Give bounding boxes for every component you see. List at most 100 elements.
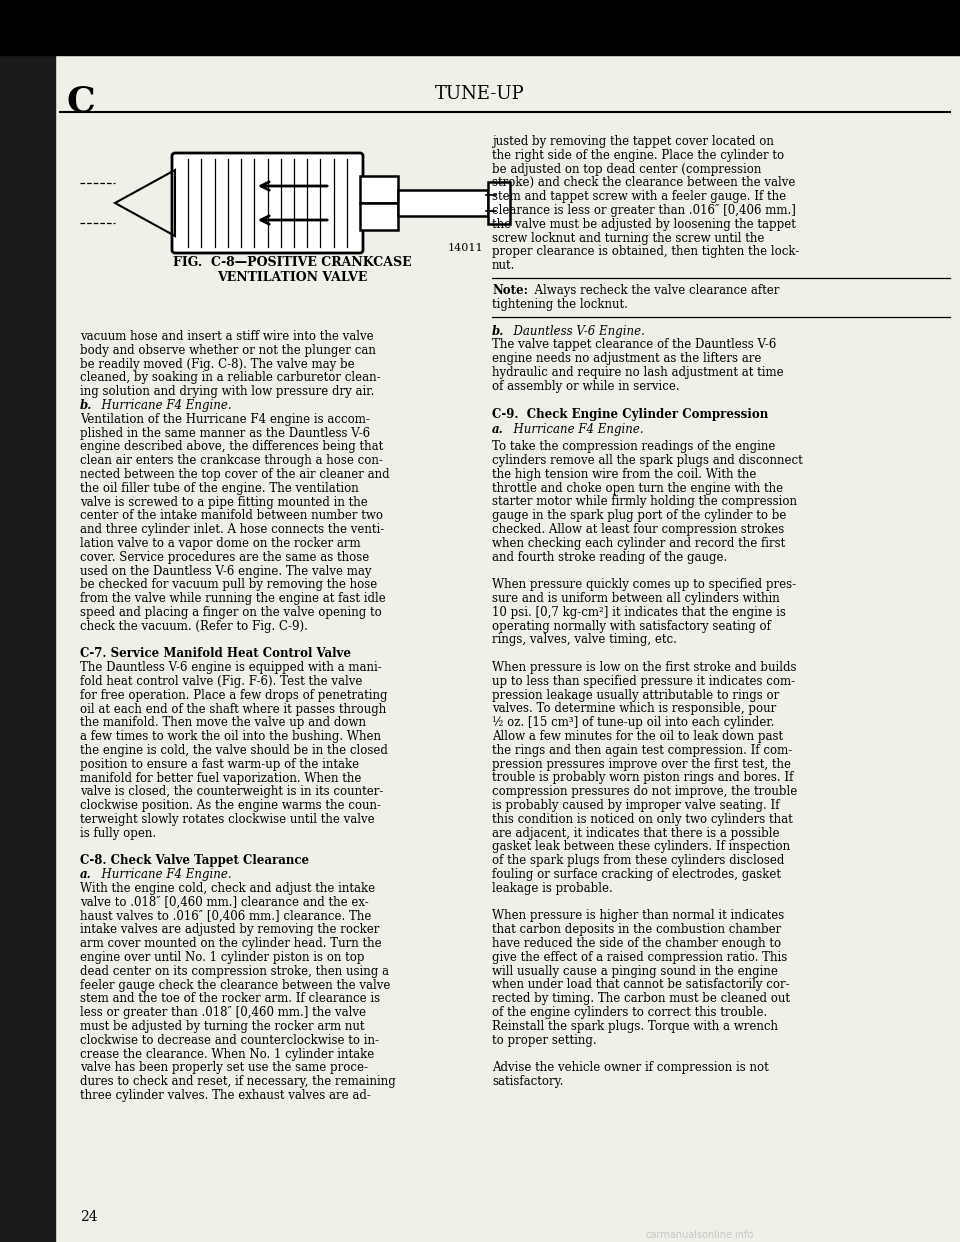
Text: up to less than specified pressure it indicates com-: up to less than specified pressure it in… <box>492 674 795 688</box>
Text: checked. Allow at least four compression strokes: checked. Allow at least four compression… <box>492 523 784 537</box>
Text: have reduced the side of the chamber enough to: have reduced the side of the chamber eno… <box>492 936 781 950</box>
Text: compression pressures do not improve, the trouble: compression pressures do not improve, th… <box>492 785 797 799</box>
Text: The valve tappet clearance of the Dauntless V-6: The valve tappet clearance of the Dauntl… <box>492 338 777 351</box>
Text: three cylinder valves. The exhaust valves are ad-: three cylinder valves. The exhaust valve… <box>80 1089 371 1102</box>
Text: Hurricane F4 Engine.: Hurricane F4 Engine. <box>94 399 231 412</box>
Text: stroke) and check the clearance between the valve: stroke) and check the clearance between … <box>492 176 796 189</box>
Text: C-9.  Check Engine Cylinder Compression: C-9. Check Engine Cylinder Compression <box>492 407 768 421</box>
Bar <box>360 176 398 202</box>
Text: haust valves to .016″ [0,406 mm.] clearance. The: haust valves to .016″ [0,406 mm.] cleara… <box>80 909 372 923</box>
Text: and fourth stroke reading of the gauge.: and fourth stroke reading of the gauge. <box>492 550 728 564</box>
Text: proper clearance is obtained, then tighten the lock-: proper clearance is obtained, then tight… <box>492 246 800 258</box>
Text: the rings and then again test compression. If com-: the rings and then again test compressio… <box>492 744 792 756</box>
Text: engine over until No. 1 cylinder piston is on top: engine over until No. 1 cylinder piston … <box>80 951 365 964</box>
Text: the manifold. Then move the valve up and down: the manifold. Then move the valve up and… <box>80 717 366 729</box>
Text: of the engine cylinders to correct this trouble.: of the engine cylinders to correct this … <box>492 1006 767 1018</box>
Text: used on the Dauntless V-6 engine. The valve may: used on the Dauntless V-6 engine. The va… <box>80 565 372 578</box>
Text: terweight slowly rotates clockwise until the valve: terweight slowly rotates clockwise until… <box>80 814 374 826</box>
Text: With the engine cold, check and adjust the intake: With the engine cold, check and adjust t… <box>80 882 375 895</box>
Text: valve has been properly set use the same proce-: valve has been properly set use the same… <box>80 1062 368 1074</box>
Text: C-7. Service Manifold Heat Control Valve: C-7. Service Manifold Heat Control Valve <box>80 647 351 661</box>
Text: Hurricane F4 Engine.: Hurricane F4 Engine. <box>94 868 231 882</box>
Text: When pressure is higher than normal it indicates: When pressure is higher than normal it i… <box>492 909 784 923</box>
FancyBboxPatch shape <box>172 153 363 253</box>
Text: cover. Service procedures are the same as those: cover. Service procedures are the same a… <box>80 550 370 564</box>
Text: clockwise to decrease and counterclockwise to in-: clockwise to decrease and counterclockwi… <box>80 1033 379 1047</box>
Text: are adjacent, it indicates that there is a possible: are adjacent, it indicates that there is… <box>492 827 780 840</box>
Text: valve to .018″ [0,460 mm.] clearance and the ex-: valve to .018″ [0,460 mm.] clearance and… <box>80 895 369 909</box>
Text: the oil filler tube of the engine. The ventilation: the oil filler tube of the engine. The v… <box>80 482 359 494</box>
Text: check the vacuum. (Refer to Fig. C-9).: check the vacuum. (Refer to Fig. C-9). <box>80 620 308 633</box>
Text: the valve must be adjusted by loosening the tappet: the valve must be adjusted by loosening … <box>492 217 796 231</box>
Text: pression leakage usually attributable to rings or: pression leakage usually attributable to… <box>492 688 780 702</box>
Text: intake valves are adjusted by removing the rocker: intake valves are adjusted by removing t… <box>80 923 379 936</box>
Text: rings, valves, valve timing, etc.: rings, valves, valve timing, etc. <box>492 633 677 646</box>
Text: dead center on its compression stroke, then using a: dead center on its compression stroke, t… <box>80 965 389 977</box>
Text: dures to check and reset, if necessary, the remaining: dures to check and reset, if necessary, … <box>80 1076 396 1088</box>
Text: b.: b. <box>492 324 504 338</box>
Text: starter motor while firmly holding the compression: starter motor while firmly holding the c… <box>492 496 797 508</box>
Text: feeler gauge check the clearance between the valve: feeler gauge check the clearance between… <box>80 979 391 991</box>
Text: throttle and choke open turn the engine with the: throttle and choke open turn the engine … <box>492 482 783 494</box>
Text: is fully open.: is fully open. <box>80 827 156 840</box>
Text: of assembly or while in service.: of assembly or while in service. <box>492 380 680 392</box>
Text: will usually cause a pinging sound in the engine: will usually cause a pinging sound in th… <box>492 965 778 977</box>
Text: clearance is less or greater than .016″ [0,406 mm.]: clearance is less or greater than .016″ … <box>492 204 796 217</box>
Bar <box>398 190 488 216</box>
Text: for free operation. Place a few drops of penetrating: for free operation. Place a few drops of… <box>80 689 388 702</box>
Text: nected between the top cover of the air cleaner and: nected between the top cover of the air … <box>80 468 390 481</box>
Text: TUNE-UP: TUNE-UP <box>435 84 525 103</box>
Text: Allow a few minutes for the oil to leak down past: Allow a few minutes for the oil to leak … <box>492 730 783 743</box>
Text: trouble is probably worn piston rings and bores. If: trouble is probably worn piston rings an… <box>492 771 793 785</box>
Text: justed by removing the tappet cover located on: justed by removing the tappet cover loca… <box>492 135 774 148</box>
Text: C-8. Check Valve Tappet Clearance: C-8. Check Valve Tappet Clearance <box>80 854 309 867</box>
Text: and three cylinder inlet. A hose connects the venti-: and three cylinder inlet. A hose connect… <box>80 523 384 537</box>
Text: the right side of the engine. Place the cylinder to: the right side of the engine. Place the … <box>492 149 784 161</box>
Text: lation valve to a vapor dome on the rocker arm: lation valve to a vapor dome on the rock… <box>80 537 361 550</box>
Text: plished in the same manner as the Dauntless V-6: plished in the same manner as the Dauntl… <box>80 426 371 440</box>
Text: Reinstall the spark plugs. Torque with a wrench: Reinstall the spark plugs. Torque with a… <box>492 1020 778 1033</box>
Text: must be adjusted by turning the rocker arm nut: must be adjusted by turning the rocker a… <box>80 1020 365 1033</box>
Bar <box>360 202 398 230</box>
Text: When pressure is low on the first stroke and builds: When pressure is low on the first stroke… <box>492 661 797 674</box>
Text: 14011: 14011 <box>447 243 483 253</box>
Text: be checked for vacuum pull by removing the hose: be checked for vacuum pull by removing t… <box>80 579 377 591</box>
Text: satisfactory.: satisfactory. <box>492 1076 564 1088</box>
Text: sure and is uniform between all cylinders within: sure and is uniform between all cylinder… <box>492 592 780 605</box>
Text: Advise the vehicle owner if compression is not: Advise the vehicle owner if compression … <box>492 1061 769 1074</box>
Text: cylinders remove all the spark plugs and disconnect: cylinders remove all the spark plugs and… <box>492 455 803 467</box>
Text: Always recheck the valve clearance after: Always recheck the valve clearance after <box>527 284 780 297</box>
Text: pression pressures improve over the first test, the: pression pressures improve over the firs… <box>492 758 791 770</box>
Text: stem and the toe of the rocker arm. If clearance is: stem and the toe of the rocker arm. If c… <box>80 992 380 1006</box>
Text: valves. To determine which is responsible, pour: valves. To determine which is responsibl… <box>492 703 777 715</box>
Text: Dauntless V-6 Engine.: Dauntless V-6 Engine. <box>506 324 645 338</box>
Text: the high tension wire from the coil. With the: the high tension wire from the coil. Wit… <box>492 468 756 481</box>
Text: arm cover mounted on the cylinder head. Turn the: arm cover mounted on the cylinder head. … <box>80 938 382 950</box>
Text: Hurricane F4 Engine.: Hurricane F4 Engine. <box>506 424 643 436</box>
Text: rected by timing. The carbon must be cleaned out: rected by timing. The carbon must be cle… <box>492 992 790 1005</box>
Text: speed and placing a finger on the valve opening to: speed and placing a finger on the valve … <box>80 606 382 619</box>
Text: Note:: Note: <box>492 284 528 297</box>
Text: of the spark plugs from these cylinders disclosed: of the spark plugs from these cylinders … <box>492 854 784 867</box>
Text: engine described above, the differences being that: engine described above, the differences … <box>80 441 383 453</box>
Text: When pressure quickly comes up to specified pres-: When pressure quickly comes up to specif… <box>492 579 796 591</box>
Text: The Dauntless V-6 engine is equipped with a mani-: The Dauntless V-6 engine is equipped wit… <box>80 661 382 674</box>
Text: the engine is cold, the valve should be in the closed: the engine is cold, the valve should be … <box>80 744 388 758</box>
Text: fouling or surface cracking of electrodes, gasket: fouling or surface cracking of electrode… <box>492 868 781 881</box>
Text: vacuum hose and insert a stiff wire into the valve: vacuum hose and insert a stiff wire into… <box>80 330 373 343</box>
Text: FIG.  C-8—POSITIVE CRANKCASE: FIG. C-8—POSITIVE CRANKCASE <box>173 256 412 270</box>
Text: clean air enters the crankcase through a hose con-: clean air enters the crankcase through a… <box>80 455 383 467</box>
Bar <box>0 0 960 55</box>
Text: C: C <box>67 84 96 119</box>
Bar <box>0 55 55 1242</box>
Text: fold heat control valve (Fig. F-6). Test the valve: fold heat control valve (Fig. F-6). Test… <box>80 674 362 688</box>
Text: leakage is probable.: leakage is probable. <box>492 882 612 894</box>
Text: a few times to work the oil into the bushing. When: a few times to work the oil into the bus… <box>80 730 381 743</box>
Text: this condition is noticed on only two cylinders that: this condition is noticed on only two cy… <box>492 812 793 826</box>
Text: nut.: nut. <box>492 260 516 272</box>
Text: engine needs no adjustment as the lifters are: engine needs no adjustment as the lifter… <box>492 353 761 365</box>
Text: body and observe whether or not the plunger can: body and observe whether or not the plun… <box>80 344 376 356</box>
Text: be readily moved (Fig. C-8). The valve may be: be readily moved (Fig. C-8). The valve m… <box>80 358 354 370</box>
Text: a.: a. <box>492 424 504 436</box>
Text: that carbon deposits in the combustion chamber: that carbon deposits in the combustion c… <box>492 923 781 936</box>
